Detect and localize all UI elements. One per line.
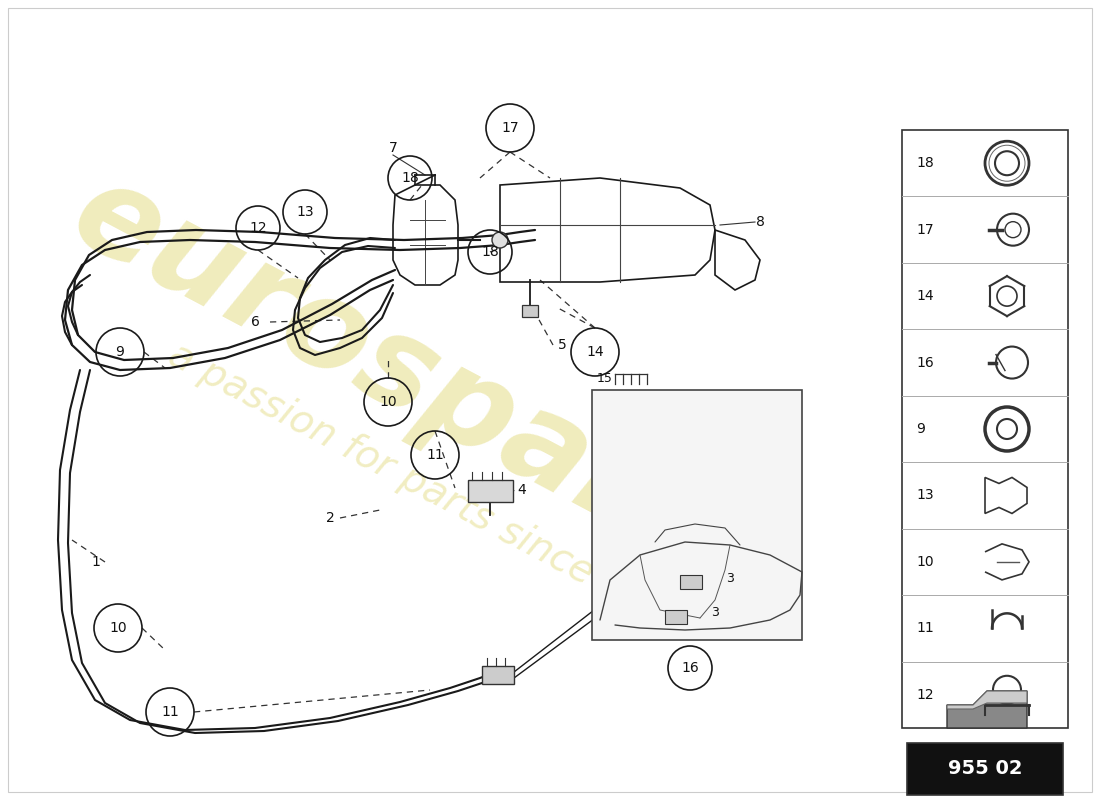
Bar <box>902 130 1068 728</box>
Text: 13: 13 <box>296 205 314 219</box>
Text: 1: 1 <box>91 555 100 569</box>
Text: 11: 11 <box>161 705 179 719</box>
Text: 3: 3 <box>711 606 719 619</box>
Polygon shape <box>947 691 1027 709</box>
Bar <box>680 575 702 589</box>
Polygon shape <box>947 691 1027 728</box>
Text: 8: 8 <box>756 215 764 229</box>
Text: 10: 10 <box>109 621 126 635</box>
Text: 12: 12 <box>916 688 934 702</box>
Text: 10: 10 <box>916 555 934 569</box>
Text: 955 02: 955 02 <box>948 759 1022 778</box>
Text: 10: 10 <box>379 395 397 409</box>
Bar <box>908 743 1063 795</box>
Text: 3: 3 <box>726 571 734 585</box>
Bar <box>468 480 513 502</box>
Text: 16: 16 <box>916 355 934 370</box>
Text: 12: 12 <box>250 221 267 235</box>
Text: 6: 6 <box>251 315 260 329</box>
Text: 11: 11 <box>426 448 444 462</box>
Text: 7: 7 <box>388 141 397 155</box>
Text: 14: 14 <box>916 289 934 303</box>
Text: 18: 18 <box>916 156 934 170</box>
Text: 9: 9 <box>916 422 925 436</box>
Bar <box>592 390 802 640</box>
Text: 5: 5 <box>558 338 566 352</box>
Text: 4: 4 <box>518 483 527 497</box>
Text: 11: 11 <box>916 622 934 635</box>
Text: 17: 17 <box>916 222 934 237</box>
Text: eurospares: eurospares <box>53 151 807 629</box>
Text: 13: 13 <box>916 489 934 502</box>
Text: 18: 18 <box>402 171 419 185</box>
Bar <box>666 610 688 624</box>
Text: 14: 14 <box>586 345 604 359</box>
Bar <box>482 666 514 684</box>
Text: 17: 17 <box>502 121 519 135</box>
Text: a passion for parts since 1985: a passion for parts since 1985 <box>162 335 698 645</box>
Text: 18: 18 <box>481 245 499 259</box>
Text: 9: 9 <box>116 345 124 359</box>
Text: 16: 16 <box>681 661 698 675</box>
Bar <box>522 305 538 317</box>
Text: 15: 15 <box>597 371 613 385</box>
Text: 2: 2 <box>326 511 334 525</box>
Circle shape <box>492 232 508 248</box>
